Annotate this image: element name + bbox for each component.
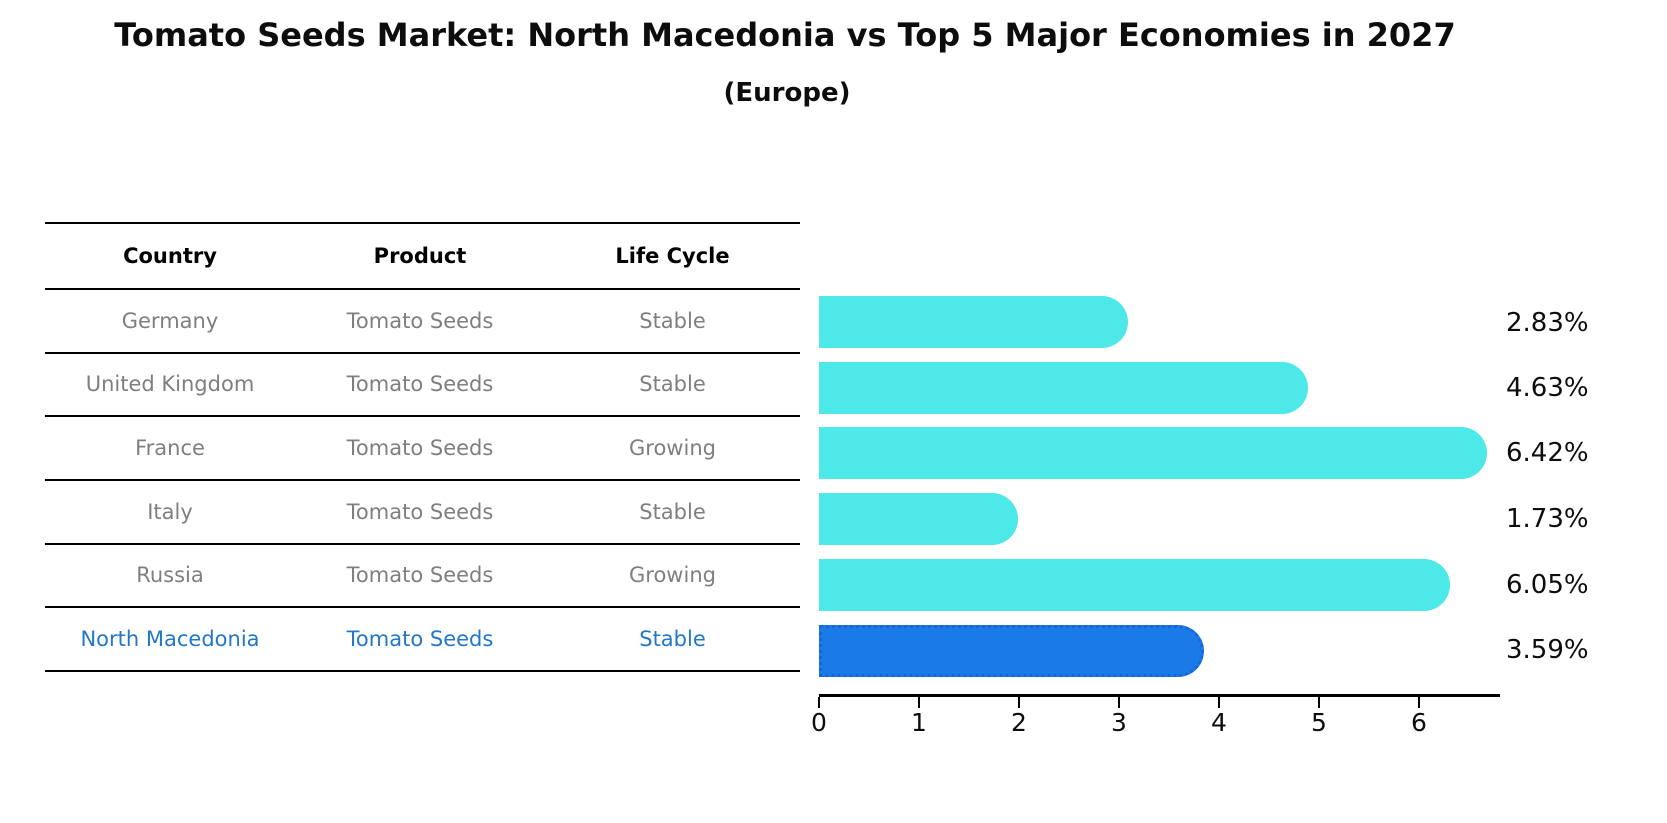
country-cell: Italy bbox=[147, 499, 193, 524]
chart-title: Tomato Seeds Market: North Macedonia vs … bbox=[114, 16, 1456, 54]
product-cell: Tomato Seeds bbox=[346, 436, 494, 461]
country-cell: North Macedonia bbox=[80, 627, 260, 652]
x-axis-tick-label: 4 bbox=[1211, 708, 1227, 737]
bar-russia bbox=[819, 559, 1450, 611]
product-cell: Tomato Seeds bbox=[346, 499, 494, 524]
bar-france bbox=[819, 427, 1487, 479]
x-axis-tick bbox=[1118, 697, 1120, 708]
bar-value-label: 1.73% bbox=[1506, 504, 1589, 534]
x-axis-tick bbox=[1318, 697, 1320, 708]
x-axis-tick-label: 2 bbox=[1011, 708, 1027, 737]
column-header-country: Country bbox=[123, 244, 217, 268]
life-cycle-cell: Stable bbox=[639, 627, 706, 652]
table-row: Germany Tomato Seeds Stable bbox=[45, 290, 800, 354]
table-row: United Kingdom Tomato Seeds Stable bbox=[45, 354, 800, 418]
product-cell: Tomato Seeds bbox=[346, 627, 494, 652]
life-cycle-cell: Stable bbox=[639, 308, 706, 333]
x-axis-tick-label: 1 bbox=[911, 708, 927, 737]
column-header-life-cycle: Life Cycle bbox=[615, 244, 730, 268]
bar-value-label: 6.05% bbox=[1506, 570, 1589, 600]
x-axis-tick bbox=[1218, 697, 1220, 708]
life-cycle-cell: Stable bbox=[639, 372, 706, 397]
table-row: Italy Tomato Seeds Stable bbox=[45, 481, 800, 545]
x-axis-tick-label: 0 bbox=[811, 708, 827, 737]
x-axis-tick bbox=[1418, 697, 1420, 708]
chart-subtitle: (Europe) bbox=[723, 78, 851, 108]
bar-value-label: 2.83% bbox=[1506, 308, 1589, 338]
country-cell: France bbox=[135, 436, 205, 461]
x-axis-line bbox=[819, 694, 1500, 697]
bar-value-label: 6.42% bbox=[1506, 438, 1589, 468]
country-table: Country Product Life Cycle Germany Tomat… bbox=[45, 222, 800, 672]
product-cell: Tomato Seeds bbox=[346, 563, 494, 588]
bar-value-label: 3.59% bbox=[1506, 635, 1589, 665]
life-cycle-cell: Stable bbox=[639, 499, 706, 524]
table-row-highlighted: North Macedonia Tomato Seeds Stable bbox=[45, 608, 800, 672]
x-axis-tick-label: 5 bbox=[1311, 708, 1327, 737]
bar-value-label: 4.63% bbox=[1506, 373, 1589, 403]
x-axis-tick-label: 3 bbox=[1111, 708, 1127, 737]
country-cell: Russia bbox=[136, 563, 204, 588]
country-cell: United Kingdom bbox=[85, 372, 255, 397]
table-header-row: Country Product Life Cycle bbox=[45, 224, 800, 290]
bar-germany bbox=[819, 296, 1128, 348]
product-cell: Tomato Seeds bbox=[346, 372, 494, 397]
bar-united-kingdom bbox=[819, 362, 1308, 414]
x-axis-tick bbox=[1018, 697, 1020, 708]
table-row: Russia Tomato Seeds Growing bbox=[45, 545, 800, 609]
x-axis-tick bbox=[818, 697, 820, 708]
bar-north-macedonia-highlighted bbox=[819, 625, 1204, 677]
product-cell: Tomato Seeds bbox=[346, 308, 494, 333]
country-cell: Germany bbox=[121, 308, 219, 333]
bar-italy bbox=[819, 493, 1018, 545]
column-header-product: Product bbox=[373, 244, 467, 268]
life-cycle-cell: Growing bbox=[629, 563, 716, 588]
x-axis-tick bbox=[918, 697, 920, 708]
life-cycle-cell: Growing bbox=[629, 436, 716, 461]
x-axis-tick-label: 6 bbox=[1411, 708, 1427, 737]
table-row: France Tomato Seeds Growing bbox=[45, 417, 800, 481]
